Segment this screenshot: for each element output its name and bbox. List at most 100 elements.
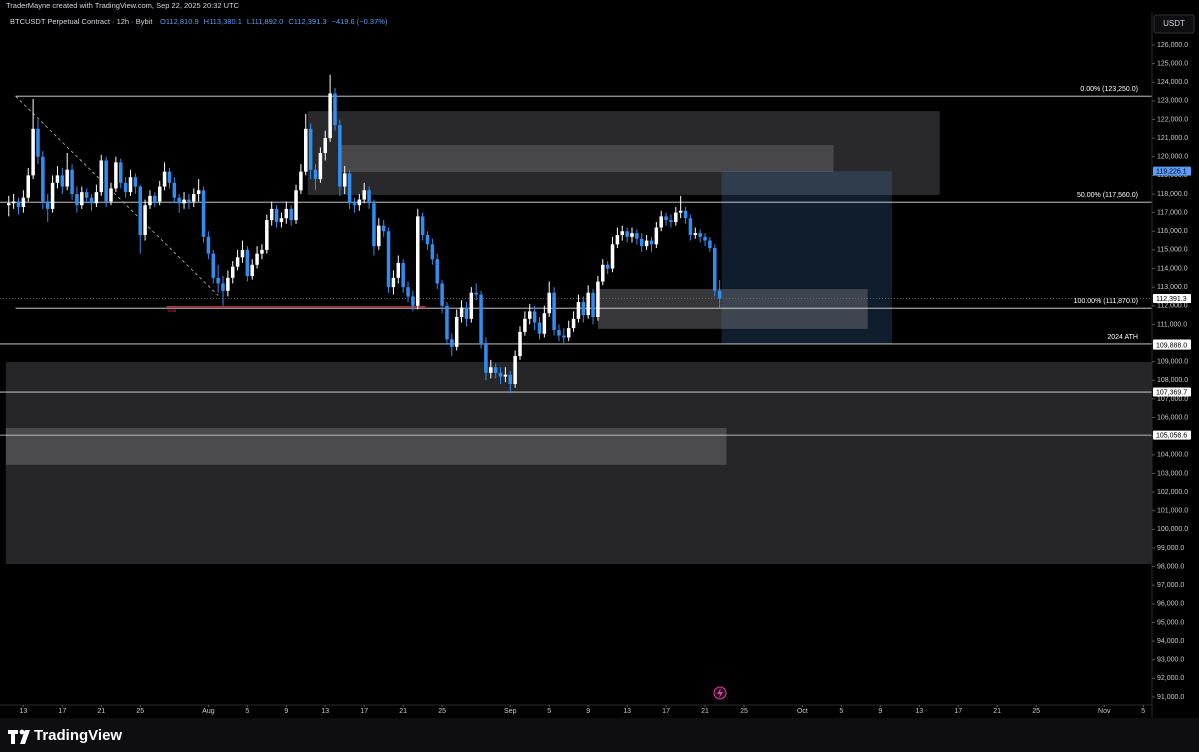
candle-body — [187, 199, 191, 202]
x-tick-label: Oct — [797, 708, 808, 715]
candle-body — [377, 225, 381, 247]
candle-body — [503, 374, 508, 377]
x-tick-label: 21 — [701, 708, 709, 715]
candle-body — [80, 192, 84, 206]
candle-body — [411, 296, 415, 306]
candle-body — [284, 208, 289, 219]
y-tick-label: 100,000.0 — [1157, 526, 1188, 533]
y-tick-label: 95,000.0 — [1157, 619, 1184, 626]
candle-body — [557, 329, 561, 336]
candle-body — [508, 374, 513, 385]
y-tick-label: 124,000.0 — [1157, 79, 1188, 86]
ohlc-value: L111,892.0 — [247, 17, 283, 26]
candle-body — [664, 216, 668, 221]
candle-body — [644, 240, 649, 247]
candle-body — [586, 292, 590, 316]
x-tick-label: 17 — [954, 708, 962, 715]
logo-mark — [8, 730, 30, 744]
x-tick-label: 13 — [321, 708, 329, 715]
candle-body — [255, 253, 259, 265]
candle-body — [157, 186, 162, 202]
candle-body — [581, 302, 586, 316]
candle-body — [182, 199, 186, 204]
candle-body — [630, 233, 634, 237]
price-tag — [1153, 293, 1191, 303]
zone — [597, 289, 868, 329]
y-tick-label: 106,000.0 — [1157, 414, 1188, 421]
candle-body — [489, 367, 493, 373]
x-tick-label: 9 — [878, 708, 882, 715]
y-tick-label: 125,000.0 — [1157, 60, 1188, 67]
x-tick-label: 9 — [284, 708, 288, 715]
candle-body — [610, 244, 615, 269]
candle-body — [70, 169, 74, 195]
y-tick-label: 99,000.0 — [1157, 545, 1184, 552]
candle-body — [518, 331, 522, 357]
candle-body — [523, 318, 527, 332]
candle-body — [216, 277, 220, 284]
candle-body — [372, 203, 376, 247]
price-tag-label: 119,226.1 — [1156, 169, 1187, 176]
y-tick-label: 121,000.0 — [1157, 135, 1188, 142]
candle-body — [420, 216, 425, 235]
candle-body — [221, 283, 225, 291]
event-icon-bolt — [717, 688, 723, 698]
candle-body — [328, 93, 332, 139]
candle-body — [94, 192, 99, 204]
candle-body — [143, 205, 147, 235]
candle-body — [717, 290, 722, 299]
x-tick-label: 5 — [839, 708, 843, 715]
candle-body — [713, 248, 717, 291]
candle-body — [172, 182, 177, 198]
x-tick-label: 21 — [399, 708, 407, 715]
y-tick-label: 117,000.0 — [1157, 209, 1188, 216]
candle-body — [333, 93, 337, 126]
candle-body — [688, 218, 693, 235]
candle-body — [639, 238, 644, 247]
y-tick-label: 114,000.0 — [1157, 265, 1188, 272]
candle-body — [342, 173, 347, 187]
candle-body — [128, 177, 133, 193]
y-tick-label: 126,000.0 — [1157, 42, 1188, 49]
candle-body — [576, 302, 581, 319]
candle-body — [211, 253, 216, 278]
price-tag — [1153, 387, 1191, 397]
price-tag-label: 105,058.6 — [1156, 432, 1187, 439]
currency[interactable]: USDT — [1163, 19, 1185, 28]
y-tick-label: 96,000.0 — [1157, 601, 1184, 608]
x-tick-label: Sep — [504, 708, 517, 715]
candle-body — [84, 192, 89, 198]
footer-bar — [0, 718, 1199, 752]
x-tick-label: 21 — [993, 708, 1001, 715]
y-tick-label: 97,000.0 — [1157, 582, 1184, 589]
candle-body — [396, 262, 401, 278]
candle-body — [547, 292, 551, 314]
candle-body — [240, 249, 245, 258]
candle-body — [513, 356, 517, 385]
x-tick-label: Aug — [202, 708, 215, 715]
candle-body — [274, 208, 279, 222]
candle-body — [571, 318, 576, 329]
x-tick-label: 13 — [623, 708, 631, 715]
x-tick-label: 21 — [97, 708, 105, 715]
candle-body — [435, 259, 439, 284]
y-tick-label: 93,000.0 — [1157, 657, 1184, 664]
candle-body — [357, 199, 362, 206]
currency-box[interactable] — [1153, 14, 1195, 34]
level-label: 100.00% (111,870.0) — [1074, 298, 1138, 305]
candle-body — [391, 277, 396, 288]
candle-body — [109, 188, 113, 202]
candle-body — [625, 231, 629, 237]
price-tag-label: 112,391.3 — [1156, 296, 1187, 303]
x-tick-label: 13 — [19, 708, 27, 715]
candle-body — [479, 294, 483, 344]
candle-body — [620, 231, 625, 235]
candle-body — [406, 287, 410, 297]
level-label: 2024 ATH — [1107, 334, 1138, 341]
candle-body — [31, 128, 35, 176]
candle-body — [235, 257, 240, 267]
ohlc-value: H113,380.1 — [204, 17, 242, 26]
y-tick-label: 123,000.0 — [1157, 98, 1188, 105]
y-tick-label: 120,000.0 — [1157, 154, 1188, 161]
candle-body — [16, 201, 21, 208]
